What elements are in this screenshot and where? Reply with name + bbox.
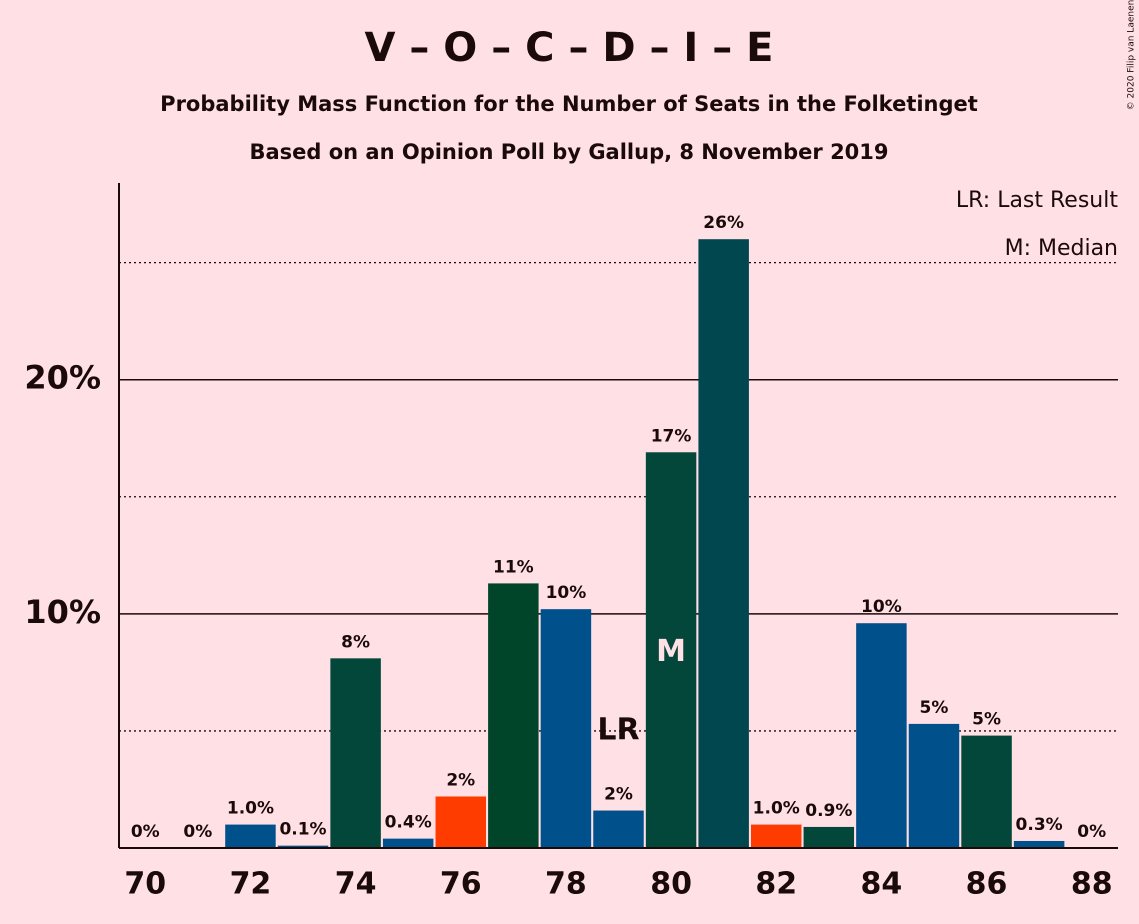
chart-subtitle: Probability Mass Function for the Number…	[160, 92, 978, 116]
y-tick-label: 20%	[24, 359, 101, 397]
bar	[908, 723, 960, 848]
value-label: 0.4%	[385, 813, 432, 833]
value-label: 0.1%	[279, 820, 326, 840]
bar	[277, 845, 329, 848]
legend-entry: M: Median	[1005, 236, 1118, 261]
x-tick-label: 88	[1071, 867, 1113, 902]
bar	[698, 239, 749, 848]
bar	[1013, 840, 1065, 848]
value-label: 5%	[920, 698, 949, 718]
annotation: LR	[597, 712, 639, 747]
bar	[382, 838, 434, 848]
x-tick-label: 84	[861, 867, 903, 902]
bar	[593, 810, 644, 848]
value-label: 0%	[131, 822, 160, 842]
value-label: 1.0%	[753, 799, 800, 819]
value-label: 0%	[183, 822, 212, 842]
legend-entry: LR: Last Result	[956, 188, 1118, 213]
chart-title: V – O – C – D – I – E	[365, 25, 774, 71]
value-label: 10%	[546, 583, 587, 603]
copyright: © 2020 Filip van Laenen	[1127, 0, 1137, 110]
y-tick-label: 10%	[24, 593, 101, 631]
value-label: 17%	[651, 426, 692, 446]
bar	[856, 623, 907, 848]
bar	[803, 826, 855, 848]
value-label: 2%	[446, 770, 475, 790]
value-label: 10%	[861, 597, 902, 617]
bar	[750, 824, 802, 848]
x-tick-label: 72	[230, 867, 272, 902]
x-tick-label: 74	[335, 867, 377, 902]
value-label: 0%	[1077, 822, 1106, 842]
x-tick-label: 86	[966, 867, 1008, 902]
value-label: 8%	[341, 632, 370, 652]
chart-subtitle: Based on an Opinion Poll by Gallup, 8 No…	[249, 140, 888, 164]
value-label: 0.9%	[805, 801, 852, 821]
annotation: M	[656, 634, 686, 669]
x-tick-label: 70	[124, 867, 166, 902]
x-tick-label: 80	[650, 867, 692, 902]
bar	[225, 824, 276, 848]
value-label: 11%	[493, 557, 534, 577]
value-label: 5%	[972, 710, 1001, 730]
bar	[435, 796, 487, 848]
bar	[961, 735, 1012, 848]
value-label: 2%	[604, 785, 633, 805]
x-tick-label: 78	[545, 867, 587, 902]
value-label: 0.3%	[1016, 815, 1063, 835]
bar	[645, 452, 697, 848]
value-label: 1.0%	[227, 799, 274, 819]
value-label: 26%	[703, 213, 744, 233]
bar	[330, 658, 381, 848]
bar	[540, 609, 592, 848]
x-tick-label: 76	[440, 867, 482, 902]
bar	[488, 583, 539, 848]
x-tick-label: 82	[755, 867, 797, 902]
